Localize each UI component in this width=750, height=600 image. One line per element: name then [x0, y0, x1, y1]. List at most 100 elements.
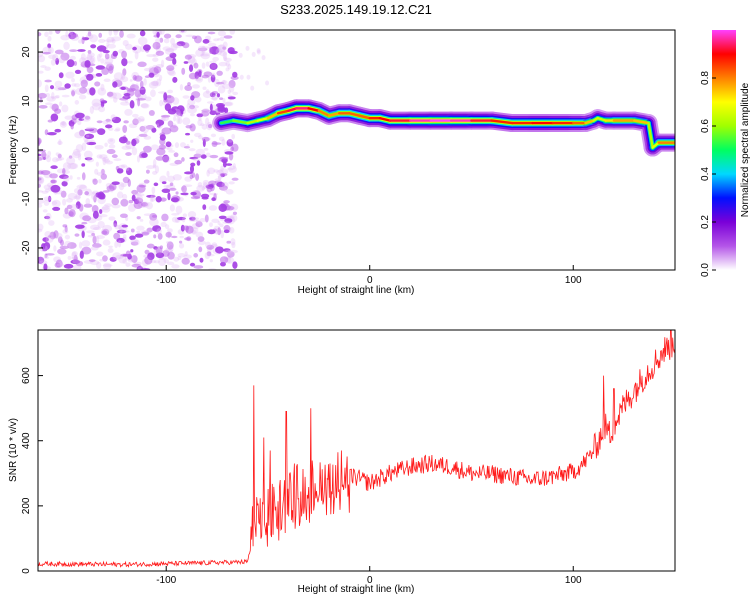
noise-speckle — [61, 94, 70, 98]
noise-speckle — [131, 263, 142, 268]
noise-speckle — [163, 92, 168, 101]
noise-speckle — [86, 73, 94, 81]
noise-speckle — [114, 129, 121, 132]
noise-speckle — [139, 218, 144, 222]
noise-speckle — [148, 109, 155, 116]
noise-speckle — [125, 262, 131, 267]
noise-speckle — [201, 45, 207, 53]
noise-speckle — [136, 136, 140, 141]
noise-speckle — [47, 46, 54, 54]
noise-speckle — [89, 87, 96, 96]
noise-speckle — [163, 258, 170, 264]
noise-speckle — [198, 116, 202, 121]
noise-speckle — [214, 178, 221, 182]
noise-speckle — [162, 154, 170, 163]
noise-speckle — [130, 228, 135, 233]
noise-speckle — [59, 174, 69, 180]
colorbar-tick-label: 0.4 — [700, 167, 711, 181]
noise-speckle — [227, 63, 232, 70]
noise-speckle — [224, 107, 229, 114]
noise-speckle — [163, 33, 172, 39]
noise-speckle — [217, 37, 221, 41]
noise-speckle — [215, 47, 223, 56]
noise-speckle — [99, 193, 106, 200]
noise-speckle — [155, 156, 165, 161]
noise-speckle — [63, 263, 74, 269]
noise-speckle — [211, 94, 218, 101]
noise-speckle — [164, 48, 174, 55]
noise-speckle — [43, 256, 50, 260]
noise-speckle — [135, 87, 146, 91]
noise-speckle — [122, 193, 128, 200]
noise-speckle — [105, 118, 111, 122]
noise-speckle — [195, 231, 204, 238]
noise-speckle — [45, 253, 55, 256]
noise-speckle — [217, 85, 226, 94]
noise-speckle — [222, 79, 226, 86]
noise-speckle — [164, 103, 172, 112]
noise-speckle — [201, 48, 205, 56]
noise-speckle — [84, 139, 90, 145]
noise-speckle — [45, 236, 54, 243]
noise-speckle — [184, 171, 193, 175]
noise-speckle — [101, 205, 111, 213]
noise-speckle — [189, 165, 195, 173]
noise-speckle — [185, 132, 191, 136]
noise-speckle — [78, 203, 84, 212]
noise-speckle — [192, 189, 200, 193]
noise-speckle — [132, 113, 139, 118]
noise-speckle — [101, 230, 108, 235]
noise-speckle — [49, 85, 55, 90]
colorbar-strip — [712, 30, 736, 270]
noise-speckle — [208, 192, 219, 196]
ridge-segment — [348, 112, 361, 117]
noise-speckle — [176, 109, 184, 116]
noise-speckle — [102, 239, 111, 246]
noise-speckle — [110, 114, 116, 121]
noise-speckle — [111, 154, 118, 158]
noise-speckle — [38, 92, 47, 99]
noise-speckle — [225, 163, 233, 166]
noise-speckle — [251, 51, 256, 57]
noise-speckle — [229, 30, 236, 35]
noise-speckle — [203, 182, 208, 190]
noise-speckle — [69, 49, 78, 52]
noise-speckle — [43, 196, 52, 201]
noise-speckle — [167, 89, 174, 94]
noise-speckle — [218, 136, 225, 142]
noise-speckle — [211, 90, 219, 95]
noise-speckle — [222, 221, 232, 225]
noise-speckle — [70, 123, 74, 130]
noise-speckle — [162, 46, 172, 51]
noise-speckle — [165, 231, 172, 238]
noise-speckle — [40, 65, 47, 68]
y-tick-label: 20 — [21, 46, 32, 58]
noise-speckle — [38, 156, 43, 161]
noise-speckle — [87, 52, 95, 58]
noise-speckle — [169, 187, 177, 191]
noise-speckle — [206, 101, 214, 104]
noise-speckle — [55, 157, 63, 162]
noise-speckle — [108, 183, 117, 191]
noise-speckle — [81, 246, 92, 255]
noise-speckle — [112, 50, 119, 57]
noise-speckle — [152, 170, 158, 175]
noise-speckle — [79, 250, 84, 259]
ridge-segment — [307, 107, 321, 113]
noise-speckle — [44, 102, 53, 106]
noise-speckle — [113, 96, 118, 103]
noise-speckle — [58, 139, 62, 146]
noise-speckle — [161, 188, 171, 194]
noise-speckle — [117, 240, 122, 248]
noise-speckle — [49, 231, 57, 240]
noise-speckle — [227, 256, 231, 264]
noise-speckle — [214, 231, 220, 235]
noise-speckle — [226, 240, 232, 244]
noise-speckle — [105, 124, 113, 129]
noise-speckle — [136, 225, 145, 231]
noise-speckle — [200, 123, 205, 126]
noise-speckle — [72, 33, 79, 38]
noise-speckle — [38, 198, 45, 205]
noise-speckle — [171, 212, 180, 216]
noise-speckle — [169, 182, 174, 187]
